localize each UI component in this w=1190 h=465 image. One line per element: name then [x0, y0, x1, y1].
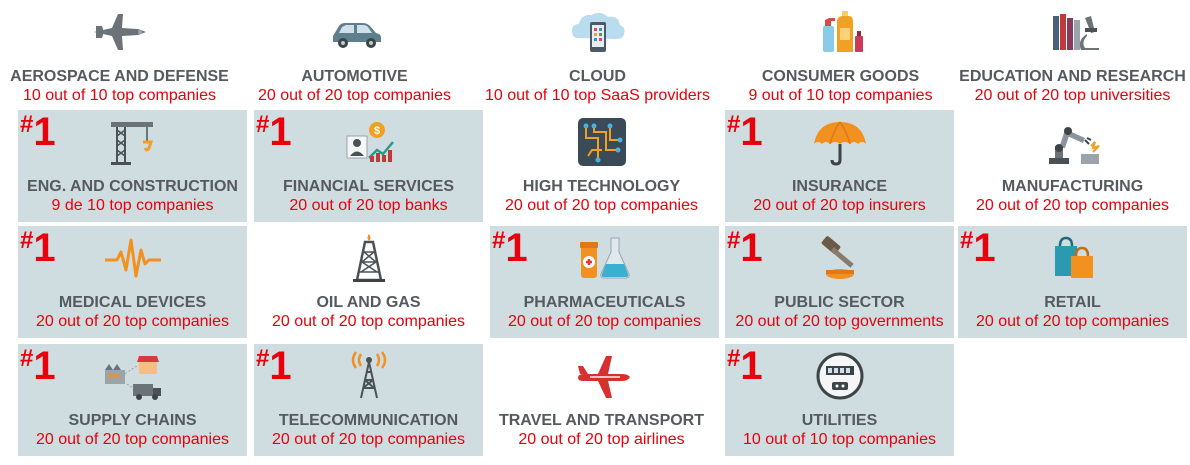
rank-badge: #1	[727, 344, 763, 388]
rank-badge: #1	[727, 226, 763, 270]
books-microscope-icon	[1041, 6, 1105, 58]
industry-name: ENG. AND CONSTRUCTION	[27, 178, 238, 195]
tile-high-technology: HIGH TECHNOLOGY 20 out of 20 top compani…	[487, 110, 716, 222]
svg-text:$: $	[373, 125, 379, 137]
pharma-icon	[573, 232, 637, 284]
umbrella-icon	[808, 116, 872, 168]
industry-stat: 20 out of 20 top companies	[504, 197, 699, 214]
tile-pharmaceuticals: #1 PHARMACEUTICALS 20 out of 20 top comp…	[490, 226, 719, 338]
industry-name: HIGH TECHNOLOGY	[522, 178, 681, 195]
industry-name: AEROSPACE AND DEFENSE	[10, 68, 229, 85]
cloud-phone-icon	[566, 6, 630, 58]
bottles-icon	[809, 6, 873, 58]
industry-name: MANUFACTURING	[1001, 178, 1144, 195]
heartbeat-icon	[101, 232, 165, 284]
tile-financial-services: #1 $ FINANCIAL SERVICES 20 out of 20 top…	[254, 110, 483, 222]
oil-derrick-icon	[337, 232, 401, 284]
industry-stat: 20 out of 20 top companies	[257, 87, 452, 104]
tile-retail: #1 RETAIL 20 out of 20 top companies	[958, 226, 1187, 338]
tile-oil-and-gas: OIL AND GAS 20 out of 20 top companies	[254, 226, 483, 338]
tile-consumer-goods: CONSUMER GOODS 9 out of 10 top companies	[726, 0, 955, 112]
industry-name: TELECOMMUNICATION	[278, 412, 459, 429]
industry-stat: 20 out of 20 top insurers	[753, 197, 926, 214]
shopping-bags-icon	[1041, 232, 1105, 284]
tile-automotive: AUTOMOTIVE 20 out of 20 top companies	[240, 0, 469, 112]
rank-badge: #1	[727, 110, 763, 154]
rank-badge: #1	[20, 110, 56, 154]
tile-eng-and-construction: #1 ENG. AND CONSTRUCTION 9 de 10 top com…	[18, 110, 247, 222]
industry-name: CLOUD	[569, 68, 626, 85]
robot-arm-icon	[1041, 116, 1105, 168]
meter-icon	[808, 350, 872, 402]
fighter-jet-icon	[88, 6, 152, 58]
industry-name: CONSUMER GOODS	[761, 68, 920, 85]
industry-stat: 20 out of 20 top banks	[289, 197, 448, 214]
industry-name: OIL AND GAS	[316, 294, 421, 311]
tile-travel-and-transport: TRAVEL AND TRANSPORT 20 out of 20 top ai…	[487, 344, 716, 456]
industry-stat: 20 out of 20 top companies	[975, 313, 1170, 330]
industry-stat: 20 out of 20 top companies	[507, 313, 702, 330]
industry-stat: 20 out of 20 top universities	[974, 87, 1171, 104]
tile-supply-chains: #1 SUPPLY CHAINS 20 out of 20 top compan…	[18, 344, 247, 456]
rank-badge: #1	[256, 110, 292, 154]
tile-aerospace-and-defense: AEROSPACE AND DEFENSE 10 out of 10 top c…	[5, 0, 234, 112]
industry-stat: 10 out of 10 top companies	[22, 87, 217, 104]
crane-icon	[101, 116, 165, 168]
industry-name: INSURANCE	[791, 178, 888, 195]
industry-name: FINANCIAL SERVICES	[283, 178, 454, 195]
rank-badge: #1	[256, 344, 292, 388]
industry-name: SUPPLY CHAINS	[68, 412, 197, 429]
tile-public-sector: #1 PUBLIC SECTOR 20 out of 20 top govern…	[725, 226, 954, 338]
industry-stat: 9 de 10 top companies	[51, 197, 214, 214]
rank-badge: #1	[20, 344, 56, 388]
industry-stat: 10 out of 10 top companies	[742, 431, 937, 448]
industry-stat: 20 out of 20 top companies	[35, 431, 230, 448]
industry-stat: 20 out of 20 top airlines	[518, 431, 685, 448]
tile-education-and-research: EDUCATION AND RESEARCH 20 out of 20 top …	[958, 0, 1187, 112]
circuit-icon	[570, 116, 634, 168]
tile-utilities: #1 UTILITIES 10 out of 10 top companies	[725, 344, 954, 456]
industry-name: MEDICAL DEVICES	[58, 294, 207, 311]
industry-name: RETAIL	[1044, 294, 1101, 311]
industry-name: PUBLIC SECTOR	[774, 294, 905, 311]
airplane-icon	[570, 350, 634, 402]
industry-stat: 20 out of 20 top companies	[271, 313, 466, 330]
industry-stat: 20 out of 20 top companies	[975, 197, 1170, 214]
gavel-icon	[808, 232, 872, 284]
rank-badge: #1	[492, 226, 528, 270]
industry-stat: 20 out of 20 top companies	[271, 431, 466, 448]
industry-name: PHARMACEUTICALS	[523, 294, 686, 311]
tile-medical-devices: #1 MEDICAL DEVICES 20 out of 20 top comp…	[18, 226, 247, 338]
car-icon	[323, 6, 387, 58]
industry-name: TRAVEL AND TRANSPORT	[498, 412, 705, 429]
antenna-tower-icon	[337, 350, 401, 402]
industry-stat: 20 out of 20 top companies	[35, 313, 230, 330]
rank-badge: #1	[20, 226, 56, 270]
rank-badge: #1	[960, 226, 996, 270]
finance-icon: $	[337, 116, 401, 168]
industry-stat: 20 out of 20 top governments	[735, 313, 944, 330]
tile-insurance: #1 INSURANCE 20 out of 20 top insurers	[725, 110, 954, 222]
supply-chain-icon	[101, 350, 165, 402]
tile-telecommunication: #1 TELECOMMUNICATION 20 out of 20 top co…	[254, 344, 483, 456]
industry-stat: 10 out of 10 top SaaS providers	[484, 87, 711, 104]
industry-name: EDUCATION AND RESEARCH	[959, 68, 1186, 85]
tile-manufacturing: MANUFACTURING 20 out of 20 top companies	[958, 110, 1187, 222]
tile-cloud: CLOUD 10 out of 10 top SaaS providers	[483, 0, 712, 112]
industry-stat: 9 out of 10 top companies	[748, 87, 933, 104]
industry-name: AUTOMOTIVE	[301, 68, 408, 85]
industry-name: UTILITIES	[801, 412, 878, 429]
